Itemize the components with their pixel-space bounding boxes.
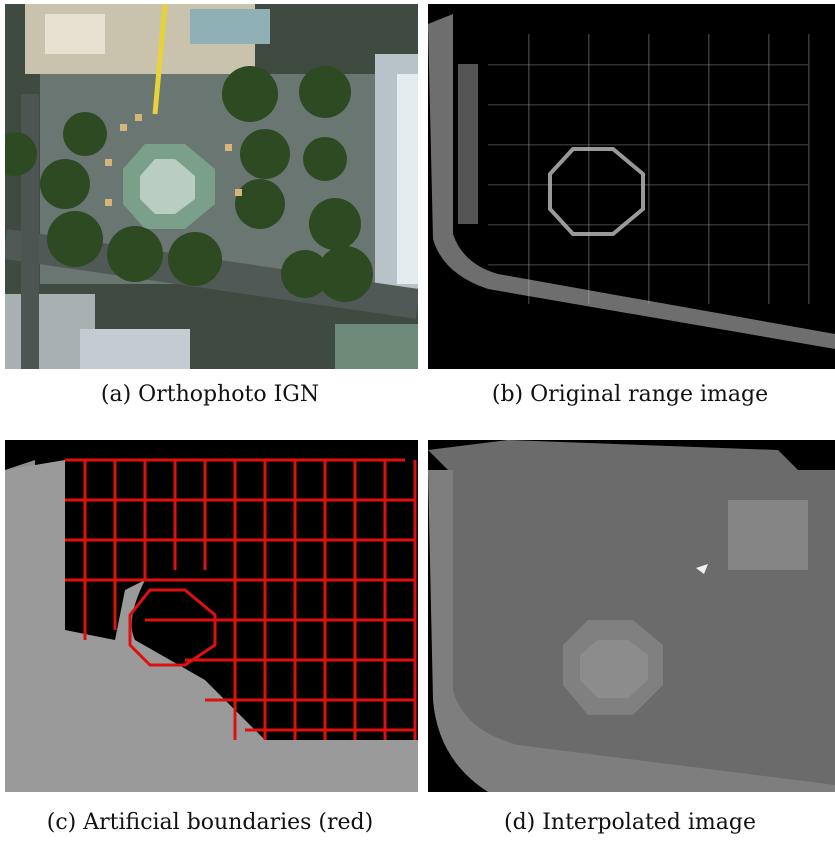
- original-range-image: [428, 4, 835, 369]
- caption-b: (b) Original range image: [491, 382, 769, 407]
- caption-c: (c) Artificial boundaries (red): [46, 810, 374, 835]
- orthophoto-image: [5, 4, 418, 369]
- caption-a: (a) Orthophoto IGN: [100, 382, 320, 407]
- interpolated-image: [428, 440, 835, 792]
- caption-d: (d) Interpolated image: [503, 810, 756, 835]
- artificial-boundaries-image: [5, 440, 418, 792]
